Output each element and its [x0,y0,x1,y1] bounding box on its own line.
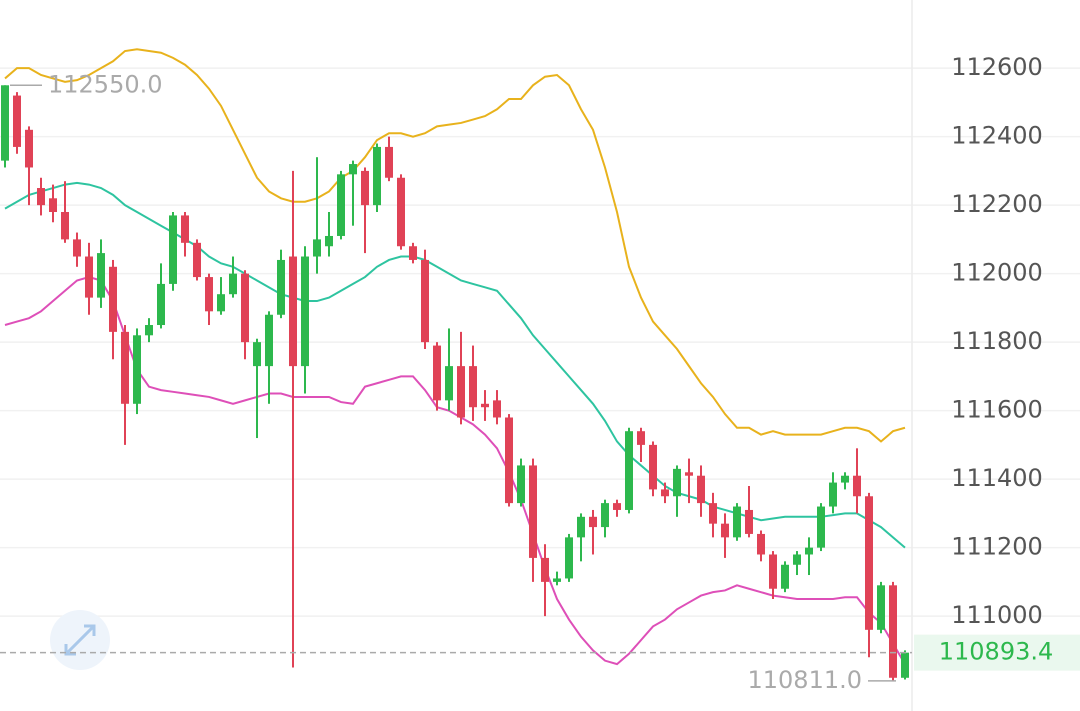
last-price-box [914,634,1080,671]
high-label: 112550.0 [48,70,163,98]
candle-body [133,335,141,404]
candle-body [205,277,213,312]
candle-body [409,246,417,260]
y-tick-label: 111800 [951,327,1043,355]
candle-body [445,366,453,401]
y-tick-label: 111000 [951,601,1043,629]
candle-body [49,198,57,212]
candle-body [253,342,261,367]
candle-body [901,652,909,678]
candle-body [757,533,765,555]
candle-body [613,503,621,510]
candle-body [325,235,333,247]
candle-body [541,557,549,582]
candle-body [337,174,345,236]
candle-body [505,417,513,504]
candle-body [637,431,645,445]
candle-body [841,475,849,483]
candle-body [709,503,717,524]
candle-body [493,400,501,418]
candle-body [289,256,297,367]
candle-body [577,516,585,538]
expand-button[interactable] [50,610,110,670]
candle-body [73,239,81,257]
candle-body [121,331,129,404]
candle-body [397,177,405,247]
candle-body [349,164,357,175]
candle-body [109,266,117,332]
candle-body [457,366,465,418]
candle-body [889,585,897,678]
last-price-label: 110893.4 [939,638,1054,666]
expand-icon[interactable] [64,624,96,656]
candle-body [829,482,837,507]
candle-body [481,403,489,408]
y-tick-label: 112200 [951,190,1043,218]
candle-body [433,345,441,401]
candle-body [361,170,369,206]
y-tick-label: 112600 [951,53,1043,81]
y-tick-label: 111200 [951,533,1043,561]
candle-body [589,516,597,528]
candle-body [661,489,669,497]
y-tick-label: 111600 [951,396,1043,424]
candle-body [517,465,525,504]
candle-body [685,472,693,476]
low-label: 110811.0 [747,666,862,694]
candle-body [85,256,93,298]
candle-body [157,283,165,326]
candle-body [373,146,381,206]
candle-body [745,509,753,534]
candle-body [817,506,825,548]
candle-body [37,188,45,206]
band-line [4,181,906,549]
band-line [4,276,906,666]
candle-body [529,465,537,558]
candle-body [781,564,789,589]
candle-body [421,259,429,343]
candle-body [97,253,105,298]
candle-body [469,366,477,408]
candle-body [277,259,285,315]
candle-body [1,85,9,161]
y-tick-label: 111400 [951,464,1043,492]
candle-body [853,475,861,497]
candle-body [865,496,873,630]
candle-body [385,146,393,178]
candle-body [793,554,801,565]
candle-body [565,537,573,579]
candle-body [733,506,741,538]
candle-body [625,431,633,510]
candle-body [181,215,189,243]
candle-body [697,475,705,504]
y-tick-label: 112400 [951,122,1043,150]
candle-body [313,239,321,257]
candle-body [673,468,681,497]
candle-body [805,547,813,555]
candle-body [601,503,609,528]
candle-body [769,554,777,589]
candle-body [25,129,33,168]
candle-body [241,273,249,343]
candle-body [169,215,177,284]
candle-body [721,523,729,538]
candle-body [301,256,309,367]
candle-body [553,578,561,582]
candle-body [217,294,225,312]
candle-body [13,95,21,147]
candle-body [229,273,237,295]
candle-body [193,242,201,278]
y-tick-label: 112000 [951,259,1043,287]
candle-body [649,444,657,490]
candle-body [61,211,69,240]
band-line [4,48,906,443]
candle-body [145,325,153,336]
candle-body [877,585,885,630]
candle-body [265,314,273,367]
